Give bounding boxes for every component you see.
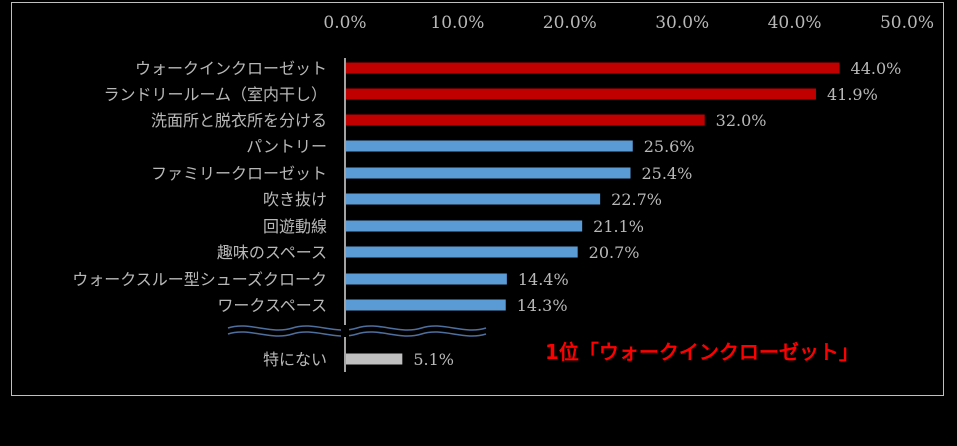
data-label: 21.1% xyxy=(593,217,644,236)
axis-break-gap xyxy=(341,325,349,337)
category-label: ランドリールーム（室内干し） xyxy=(103,85,327,104)
bar xyxy=(346,273,507,285)
bar xyxy=(346,140,633,152)
data-label: 25.6% xyxy=(644,137,695,156)
x-tick-label: 40.0% xyxy=(768,13,822,33)
category-label: ワークスペース xyxy=(217,296,327,315)
data-label: 25.4% xyxy=(641,164,692,183)
axis-break-line xyxy=(227,331,487,337)
top-rank-annotation: 1位「ウォークインクローゼット」 xyxy=(545,340,859,364)
bar xyxy=(346,88,816,100)
bar xyxy=(346,353,403,365)
x-tick-label: 50.0% xyxy=(880,13,934,33)
bar xyxy=(346,299,506,311)
category-label: 洗面所と脱衣所を分ける xyxy=(151,111,327,130)
axis-break-line xyxy=(227,325,487,331)
category-label: ファミリークローゼット xyxy=(151,164,327,183)
category-label: パントリー xyxy=(246,137,327,156)
bar xyxy=(346,220,583,232)
x-tick-label: 20.0% xyxy=(543,13,597,33)
data-label: 14.3% xyxy=(517,296,568,315)
x-tick-label: 30.0% xyxy=(655,13,709,33)
data-label: 41.9% xyxy=(827,85,878,104)
x-tick-label: 0.0% xyxy=(323,13,366,33)
data-label: 20.7% xyxy=(589,243,640,262)
bar xyxy=(346,246,578,258)
category-label: 特にない xyxy=(263,350,327,369)
data-label: 14.4% xyxy=(518,270,569,289)
bar xyxy=(346,193,601,205)
category-label: 回遊動線 xyxy=(263,217,327,236)
bar xyxy=(346,167,631,179)
x-tick-label: 10.0% xyxy=(430,13,484,33)
bar xyxy=(346,114,705,126)
data-label: 44.0% xyxy=(851,59,902,78)
category-label: ウォークインクローゼット xyxy=(135,59,327,78)
data-label: 22.7% xyxy=(611,190,662,209)
data-label: 32.0% xyxy=(716,111,767,130)
data-label: 5.1% xyxy=(413,350,454,369)
chart-frame xyxy=(11,2,944,396)
category-label: ウォークスルー型シューズクローク xyxy=(72,270,327,289)
category-label: 趣味のスペース xyxy=(217,243,327,262)
category-label: 吹き抜け xyxy=(263,190,327,209)
bar xyxy=(346,62,840,74)
